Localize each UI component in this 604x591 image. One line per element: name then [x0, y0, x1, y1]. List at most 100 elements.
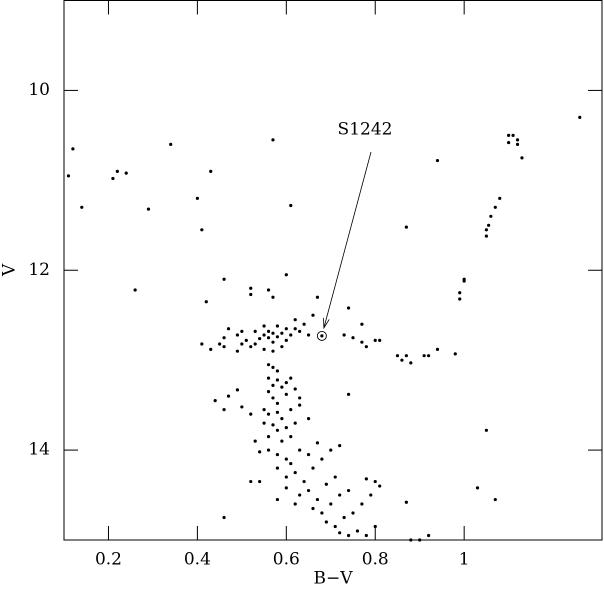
star-point [240, 405, 244, 409]
x-tick-label: 0.6 [273, 550, 300, 570]
star-point [275, 428, 280, 432]
star-point [280, 331, 284, 335]
star-point [271, 423, 275, 427]
star-point [355, 529, 360, 533]
star-point [249, 479, 253, 484]
star-point [249, 286, 253, 290]
star-point [271, 349, 275, 353]
star-point [249, 412, 253, 416]
star-point [275, 410, 280, 414]
star-point [484, 228, 488, 232]
star-point [266, 448, 271, 452]
star-point [306, 488, 311, 493]
star-point [435, 347, 440, 351]
x-tick-label: 0.4 [184, 550, 211, 570]
star-point [360, 322, 364, 326]
star-point [462, 279, 466, 283]
x-tick-label: 1 [459, 550, 470, 570]
star-point [275, 466, 280, 470]
star-point [360, 502, 364, 506]
star-point [306, 333, 311, 337]
star-point [271, 331, 275, 335]
star-point [249, 345, 253, 349]
star-point [284, 327, 288, 331]
star-point [195, 196, 199, 200]
y-axis-label: V [0, 263, 20, 277]
star-point [298, 403, 302, 407]
star-point [275, 497, 280, 502]
star-point [284, 381, 288, 385]
star-point [284, 338, 288, 342]
star-point [507, 133, 511, 137]
star-point [115, 169, 119, 173]
star-point [320, 511, 324, 515]
star-point [315, 497, 320, 502]
star-point [266, 329, 271, 333]
star-point [498, 196, 502, 200]
star-point [209, 347, 213, 351]
star-point [426, 533, 431, 538]
star-point [306, 452, 311, 457]
star-point [266, 412, 271, 416]
star-point [200, 228, 204, 232]
star-point [364, 345, 368, 349]
annotation-arrow [323, 151, 372, 328]
star-point [475, 486, 480, 490]
star-point [262, 421, 266, 425]
star-point [258, 479, 262, 484]
star-point [284, 426, 288, 430]
star-point [487, 223, 491, 227]
star-point [275, 369, 280, 373]
y-tick-label: 14 [28, 440, 50, 460]
star-point [71, 147, 75, 151]
annotation-label: S1242 [338, 119, 393, 139]
star-point [364, 533, 368, 538]
star-point [422, 354, 426, 358]
star-point [266, 434, 271, 439]
annotation-arrowhead [323, 317, 330, 330]
star-point [169, 142, 173, 146]
star-point [302, 479, 306, 484]
star-point [266, 336, 271, 340]
star-point [484, 234, 488, 238]
star-point [289, 434, 293, 439]
star-point [222, 345, 226, 349]
star-point [346, 533, 351, 538]
star-point [373, 524, 377, 529]
star-point [329, 448, 333, 452]
star-point [298, 329, 302, 333]
star-point [351, 511, 355, 515]
star-point [293, 470, 297, 475]
star-point [404, 500, 408, 504]
star-point [235, 333, 240, 337]
star-point [458, 291, 462, 295]
star-point [507, 140, 511, 145]
star-point [351, 336, 355, 340]
star-point [284, 392, 288, 396]
star-point [280, 417, 284, 421]
star-point [306, 417, 311, 421]
star-point [271, 383, 275, 387]
star-point [275, 452, 280, 457]
star-point [146, 207, 151, 211]
star-point [409, 361, 413, 365]
star-point [204, 300, 208, 304]
star-point [235, 388, 240, 392]
star-point [280, 345, 284, 349]
star-point [302, 322, 306, 326]
star-point [324, 482, 328, 486]
star-point [395, 354, 400, 358]
star-point [284, 475, 288, 479]
star-point [298, 396, 302, 400]
star-point [293, 387, 297, 391]
star-point [80, 205, 84, 209]
star-point [253, 439, 257, 443]
star-point [338, 443, 342, 448]
star-point [213, 399, 217, 403]
star-point [266, 288, 271, 292]
star-point [453, 352, 457, 356]
star-point [289, 376, 293, 380]
star-point [133, 288, 137, 292]
star-point [266, 390, 271, 394]
